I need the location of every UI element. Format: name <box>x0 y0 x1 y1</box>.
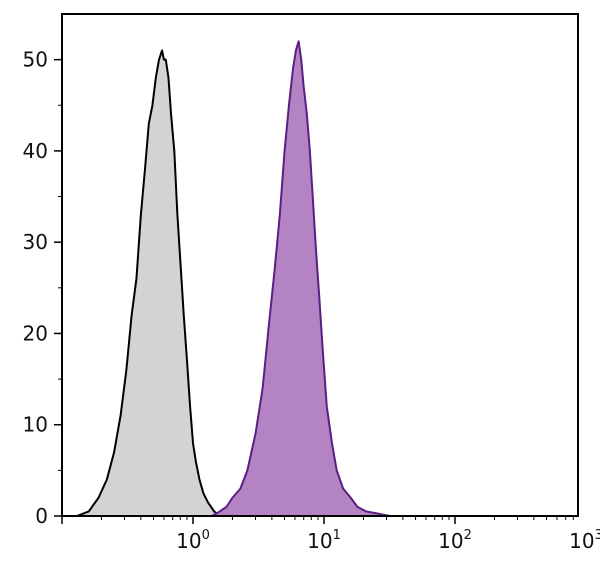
x-tick-base: 10 <box>438 529 463 553</box>
x-tick-base: 10 <box>176 529 201 553</box>
y-tick-label: 40 <box>23 139 48 163</box>
series-1-outline <box>76 49 221 517</box>
x-axis: 100 101 102 103 <box>61 516 600 553</box>
x-tick-base: 10 <box>569 529 594 553</box>
plot-frame <box>61 13 579 517</box>
series-2-area <box>212 41 391 516</box>
x-tick-exponent: 3 <box>595 528 600 543</box>
series-1-area <box>76 50 220 516</box>
x-tick-exponent: 1 <box>333 528 341 543</box>
x-tick-exponent: 2 <box>464 528 472 543</box>
series-2-outline <box>211 40 391 517</box>
x-tick-label: 103 <box>569 528 600 553</box>
x-tick-label: 100 <box>176 528 210 553</box>
y-tick-label: 10 <box>23 413 48 437</box>
x-tick-exponent: 0 <box>202 528 210 543</box>
x-tick-label: 102 <box>438 528 472 553</box>
y-tick-label: 50 <box>23 48 48 72</box>
y-tick-label: 30 <box>23 230 48 254</box>
y-axis: 0 10 20 30 40 50 <box>23 48 62 528</box>
x-tick-base: 10 <box>307 529 332 553</box>
series-layer <box>76 40 391 517</box>
y-tick-label: 0 <box>35 504 48 528</box>
y-tick-label: 20 <box>23 321 48 345</box>
x-tick-label: 101 <box>307 528 341 553</box>
